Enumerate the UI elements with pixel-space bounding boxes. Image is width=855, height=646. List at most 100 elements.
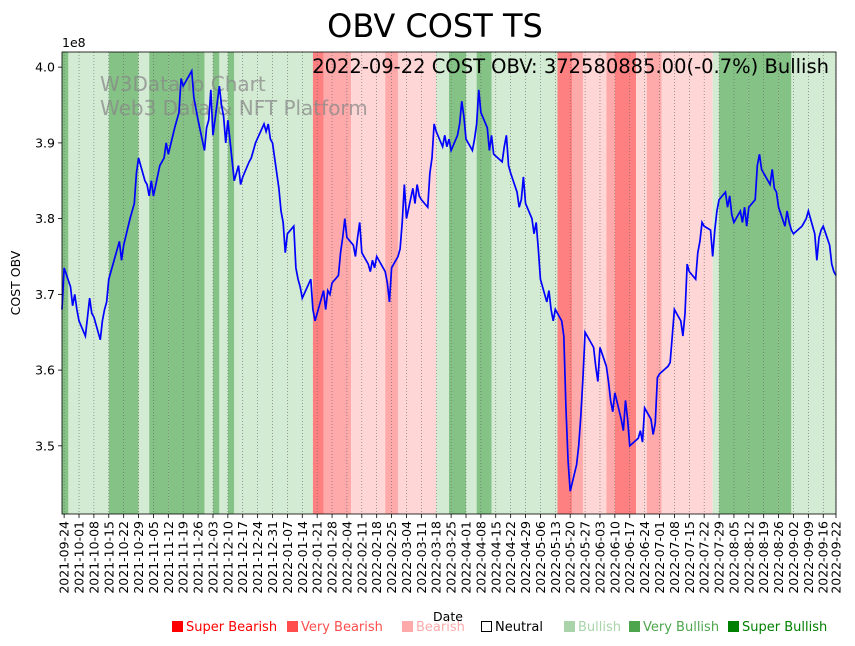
x-tick-label: 2022-02-11 (354, 521, 369, 594)
x-tick-label: 2022-07-29 (712, 521, 727, 594)
regime-band-21 (476, 52, 492, 514)
legend-swatch (172, 621, 183, 632)
x-tick-label: 2022-06-24 (637, 521, 652, 594)
regime-band-18 (436, 52, 449, 514)
regime-band-8 (219, 52, 228, 514)
legend-label: Bearish (416, 620, 465, 635)
regime-band-9 (227, 52, 235, 514)
legend-label: Neutral (495, 620, 543, 635)
x-tick-label: 2022-05-06 (533, 521, 548, 594)
gridlines (63, 52, 837, 514)
x-tick-label: 2022-04-08 (473, 521, 488, 594)
x-tick-label: 2022-05-27 (578, 521, 593, 594)
legend-swatch (564, 621, 575, 632)
x-tick-label: 2022-07-22 (697, 521, 712, 594)
regime-band-25 (582, 52, 607, 514)
x-tick-label: 2022-08-19 (756, 521, 771, 594)
regime-band-35 (791, 52, 836, 514)
x-tick-label: 2021-11-05 (146, 521, 161, 594)
watermark-line-1: Web3 Data & NFT Platform (100, 96, 368, 120)
regime-band-27 (614, 52, 637, 514)
regime-band-7 (212, 52, 220, 514)
y-tick-label: 3.5 (35, 438, 55, 453)
x-tick-label: 2022-05-20 (563, 521, 578, 594)
regime-band-20 (466, 52, 477, 514)
y-tick-label: 3.8 (35, 211, 55, 226)
legend-item-bearish: Bearish (402, 620, 465, 635)
x-tick-label: 2022-09-09 (801, 521, 816, 594)
x-tick-label: 2022-06-17 (622, 521, 637, 594)
regime-bands (62, 52, 836, 514)
x-tick-label: 2021-10-15 (101, 521, 116, 594)
x-tick-label: 2021-10-01 (72, 521, 87, 594)
x-tick-label: 2022-02-04 (339, 521, 354, 594)
x-tick-label: 2022-01-21 (310, 521, 325, 594)
x-tick-label: 2021-12-24 (250, 521, 265, 594)
regime-band-3 (138, 52, 150, 514)
x-axis: 2021-09-24 2021-10-01 2021-10-08 2021-10-15… (57, 514, 844, 594)
legend: Super Bearish Very Bearish Bearish Neutral B… (150, 620, 850, 638)
legend-item-very-bearish: Very Bearish (287, 620, 383, 635)
obv-series-line (61, 68, 837, 492)
chart-annotation: 2022-09-22 COST OBV: 372580885.00(-0.7%)… (312, 55, 829, 78)
regime-band-1 (68, 52, 109, 514)
x-tick-label: 2021-12-17 (235, 521, 250, 594)
x-tick-label: 2021-11-12 (161, 521, 176, 594)
regime-band-28 (636, 52, 647, 514)
x-tick-label: 2021-11-19 (176, 521, 191, 594)
legend-swatch (629, 621, 640, 632)
legend-label: Super Bearish (186, 620, 278, 635)
regime-band-17 (414, 52, 437, 514)
regime-band-6 (204, 52, 213, 514)
x-tick-label: 2022-05-13 (548, 521, 563, 594)
legend-item-bullish: Bullish (564, 620, 621, 635)
x-tick-label: 2021-12-03 (205, 521, 220, 594)
x-tick-label: 2022-01-07 (280, 521, 295, 594)
regime-band-29 (646, 52, 662, 514)
x-tick-label: 2022-04-01 (459, 521, 474, 594)
legend-swatch (402, 621, 413, 632)
regime-band-11 (240, 52, 313, 514)
legend-label: Very Bullish (643, 620, 720, 635)
legend-label: Very Bearish (301, 620, 383, 635)
legend-item-very-bullish: Very Bullish (629, 620, 719, 635)
regime-band-10 (234, 52, 241, 514)
x-tick-label: 2022-06-03 (592, 521, 607, 594)
x-tick-label: 2022-09-16 (816, 521, 831, 594)
regime-band-14 (351, 52, 386, 514)
x-tick-label: 2022-08-26 (771, 521, 786, 594)
x-tick-label: 2022-06-10 (607, 521, 622, 594)
regime-band-12 (312, 52, 324, 514)
x-tick-label: 2022-03-25 (444, 521, 459, 594)
x-tick-label: 2022-07-08 (667, 521, 682, 594)
x-tick-label: 2022-02-18 (369, 521, 384, 594)
y-multiplier: 1e8 (62, 35, 86, 50)
x-tick-label: 2021-09-24 (57, 521, 72, 594)
x-tick-label: 2021-12-31 (265, 521, 280, 594)
y-tick-label: 3.6 (35, 363, 55, 378)
regime-band-4 (149, 52, 169, 514)
regime-band-24 (572, 52, 583, 514)
y-tick-label: 3.7 (35, 287, 55, 302)
regime-band-22 (491, 52, 558, 514)
x-tick-label: 2022-07-15 (682, 521, 697, 594)
x-tick-label: 2022-04-15 (488, 521, 503, 594)
legend-swatch (287, 621, 298, 632)
regime-band-34 (778, 52, 792, 514)
regime-band-26 (606, 52, 615, 514)
legend-item-super-bearish: Super Bearish (172, 620, 277, 635)
legend-swatch (481, 621, 492, 632)
regime-band-31 (712, 52, 720, 514)
legend-label: Super Bullish (742, 620, 828, 635)
y-tick-label: 4.0 (35, 60, 55, 75)
y-axis-title: COST OBV (8, 250, 23, 315)
x-tick-label: 2022-02-25 (384, 521, 399, 594)
legend-item-neutral: Neutral (481, 620, 543, 635)
x-tick-label: 2022-08-12 (741, 521, 756, 594)
legend-label: Bullish (578, 620, 622, 635)
legend-swatch (728, 621, 739, 632)
y-tick-label: 3.9 (35, 135, 55, 150)
x-tick-label: 2022-07-01 (652, 521, 667, 594)
